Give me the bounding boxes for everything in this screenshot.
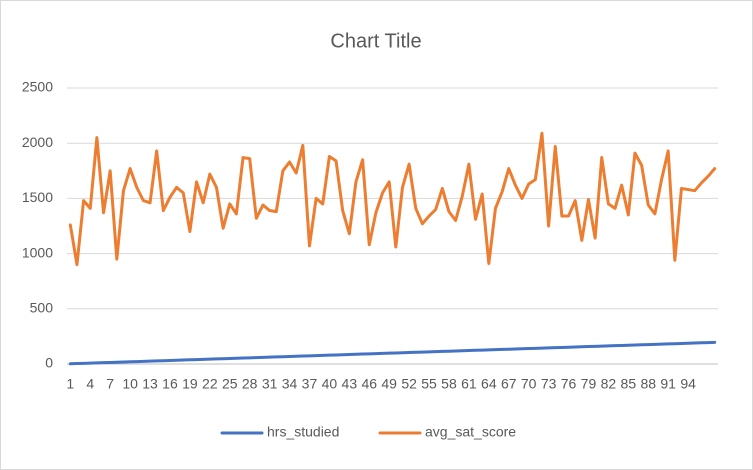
- series-line: [68, 131, 717, 267]
- x-tick-label: 16: [162, 376, 178, 392]
- y-tick-label: 1000: [22, 244, 53, 260]
- x-tick-label: 28: [242, 376, 258, 392]
- x-tick-label: 34: [282, 376, 298, 392]
- x-tick-label: 91: [660, 376, 676, 392]
- x-tick-label: 43: [342, 376, 358, 392]
- x-tick-label: 1: [66, 376, 74, 392]
- x-tick-label: 79: [581, 376, 597, 392]
- x-tick-label: 88: [640, 376, 656, 392]
- y-tick-label: 2500: [22, 79, 53, 95]
- x-tick-label: 76: [561, 376, 577, 392]
- x-tick-label: 7: [106, 376, 114, 392]
- x-tick-label: 22: [202, 376, 218, 392]
- x-tick-label: 94: [680, 376, 696, 392]
- x-tick-label: 25: [222, 376, 238, 392]
- x-tick-label: 52: [401, 376, 417, 392]
- x-tick-label: 64: [481, 376, 497, 392]
- x-tick-label: 37: [302, 376, 318, 392]
- x-tick-label: 10: [122, 376, 138, 392]
- y-tick-label: 2000: [22, 134, 53, 150]
- legend-label: avg_sat_score: [425, 424, 516, 440]
- chart-title: Chart Title: [330, 30, 421, 52]
- x-tick-label: 82: [601, 376, 617, 392]
- x-tick-label: 31: [262, 376, 278, 392]
- series-line: [68, 340, 717, 366]
- x-tick-label: 67: [501, 376, 517, 392]
- legend-label: hrs_studied: [267, 424, 339, 440]
- x-tick-label: 49: [381, 376, 397, 392]
- x-tick-label: 61: [461, 376, 477, 392]
- x-tick-label: 19: [182, 376, 198, 392]
- x-tick-label: 58: [441, 376, 457, 392]
- x-tick-label: 13: [142, 376, 158, 392]
- x-tick-label: 85: [621, 376, 637, 392]
- x-tick-label: 73: [541, 376, 557, 392]
- x-tick-label: 4: [86, 376, 94, 392]
- x-tick-label: 46: [361, 376, 377, 392]
- x-tick-label: 70: [521, 376, 537, 392]
- y-tick-label: 500: [30, 300, 54, 316]
- y-tick-label: 0: [45, 355, 53, 371]
- x-tick-label: 55: [421, 376, 437, 392]
- x-tick-label: 40: [322, 376, 338, 392]
- y-tick-label: 1500: [22, 189, 53, 205]
